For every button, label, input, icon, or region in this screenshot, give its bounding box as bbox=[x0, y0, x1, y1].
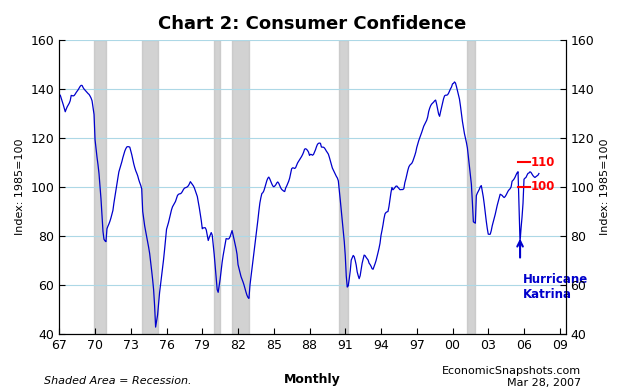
Text: Monthly: Monthly bbox=[284, 373, 341, 386]
Text: 100: 100 bbox=[531, 181, 556, 193]
Bar bbox=[339, 40, 348, 334]
Bar bbox=[232, 40, 249, 334]
Text: 110: 110 bbox=[531, 156, 556, 169]
Bar bbox=[214, 40, 220, 334]
Text: EconomicSnapshots.com: EconomicSnapshots.com bbox=[442, 366, 581, 376]
Bar bbox=[142, 40, 158, 334]
Text: Mar 28, 2007: Mar 28, 2007 bbox=[507, 378, 581, 388]
Text: Shaded Area = Recession.: Shaded Area = Recession. bbox=[44, 376, 191, 386]
Y-axis label: Index: 1985=100: Index: 1985=100 bbox=[15, 139, 25, 235]
Bar bbox=[94, 40, 106, 334]
Bar bbox=[468, 40, 476, 334]
Text: Hurricane
Katrina: Hurricane Katrina bbox=[522, 273, 588, 301]
Y-axis label: Index: 1985=100: Index: 1985=100 bbox=[600, 139, 610, 235]
Title: Chart 2: Consumer Confidence: Chart 2: Consumer Confidence bbox=[158, 15, 467, 33]
